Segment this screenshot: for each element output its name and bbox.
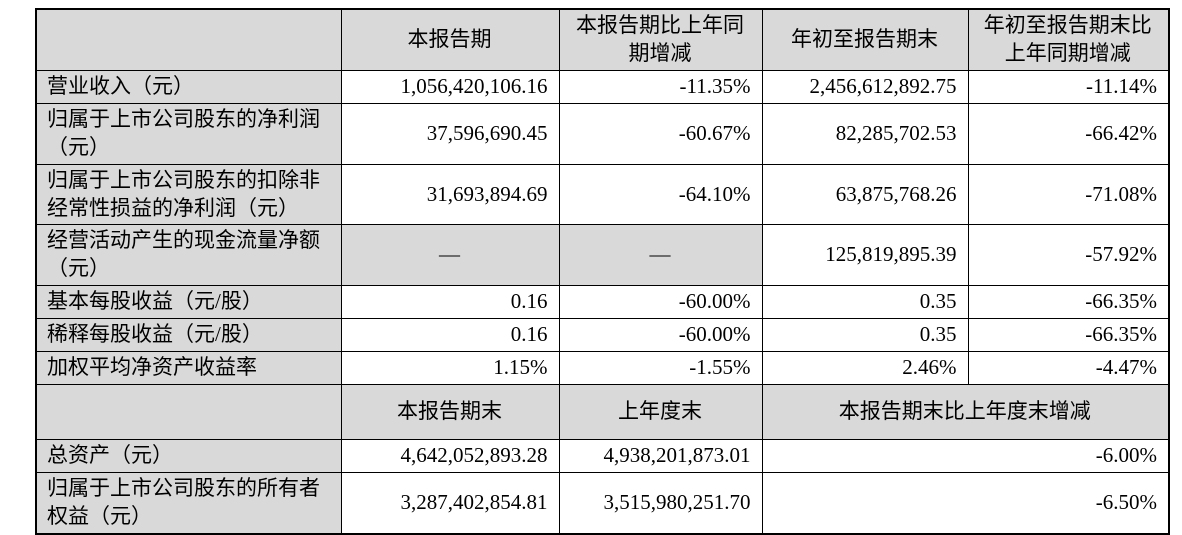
row-label: 归属于上市公司股东的扣除非经常性损益的净利润（元） — [35, 163, 342, 226]
row-label: 经营活动产生的现金流量净额（元） — [35, 224, 342, 287]
row-label: 稀释每股收益（元/股） — [35, 318, 342, 353]
cell-value: -4.47% — [967, 351, 1170, 386]
cell-value: 2.46% — [761, 351, 969, 386]
row-label: 加权平均净资产收益率 — [35, 351, 342, 386]
cell-value: 4,642,052,893.28 — [340, 439, 560, 473]
row-label: 归属于上市公司股东的所有者权益（元） — [35, 471, 342, 535]
column-header-period-end: 本报告期末 — [340, 384, 560, 441]
cell-value: 63,875,768.26 — [761, 163, 969, 226]
table-row-operating-cash-flow: 经营活动产生的现金流量净额（元） — — 125,819,895.39 -57.… — [35, 224, 1170, 287]
row-label: 归属于上市公司股东的净利润（元） — [35, 102, 342, 165]
cell-value: 31,693,894.69 — [340, 163, 560, 226]
table-row-operating-revenue: 营业收入（元） 1,056,420,106.16 -11.35% 2,456,6… — [35, 69, 1170, 104]
table-row-diluted-eps: 稀释每股收益（元/股） 0.16 -60.00% 0.35 -66.35% — [35, 318, 1170, 353]
cell-value: -66.35% — [967, 318, 1170, 353]
table-row-basic-eps: 基本每股收益（元/股） 0.16 -60.00% 0.35 -66.35% — [35, 285, 1170, 320]
corner-cell — [35, 8, 342, 71]
row-label: 基本每股收益（元/股） — [35, 285, 342, 320]
header-row-2: 本报告期末 上年度末 本报告期末比上年度末增减 — [35, 384, 1170, 441]
cell-value: 37,596,690.45 — [340, 102, 560, 165]
row-label: 营业收入（元） — [35, 69, 342, 104]
cell-value: -6.50% — [761, 471, 1170, 535]
cell-value: -60.67% — [558, 102, 763, 165]
cell-dash: — — [340, 224, 560, 287]
cell-value: -66.35% — [967, 285, 1170, 320]
column-header-ytd-yoy: 年初至报告期末比上年同期增减 — [967, 8, 1170, 71]
header-row-1: 本报告期 本报告期比上年同期增减 年初至报告期末 年初至报告期末比上年同期增减 — [35, 8, 1170, 71]
table-row-net-profit-excl-nonrecurring: 归属于上市公司股东的扣除非经常性损益的净利润（元） 31,693,894.69 … — [35, 163, 1170, 226]
cell-value: 0.35 — [761, 318, 969, 353]
cell-value: -57.92% — [967, 224, 1170, 287]
cell-value: -11.14% — [967, 69, 1170, 104]
cell-value: 0.16 — [340, 318, 560, 353]
cell-value: -66.42% — [967, 102, 1170, 165]
corner-cell — [35, 384, 342, 441]
cell-value: 1.15% — [340, 351, 560, 386]
column-header-prev-year-end: 上年度末 — [558, 384, 763, 441]
cell-dash: — — [558, 224, 763, 287]
column-header-current-period: 本报告期 — [340, 8, 560, 71]
cell-value: 125,819,895.39 — [761, 224, 969, 287]
cell-value: 3,287,402,854.81 — [340, 471, 560, 535]
cell-value: 2,456,612,892.75 — [761, 69, 969, 104]
cell-value: -6.00% — [761, 439, 1170, 473]
cell-value: -60.00% — [558, 285, 763, 320]
cell-value: -11.35% — [558, 69, 763, 104]
table-row-net-profit: 归属于上市公司股东的净利润（元） 37,596,690.45 -60.67% 8… — [35, 102, 1170, 165]
row-label: 总资产（元） — [35, 439, 342, 473]
cell-value: 1,056,420,106.16 — [340, 69, 560, 104]
column-header-period-end-change: 本报告期末比上年度末增减 — [761, 384, 1170, 441]
cell-value: -64.10% — [558, 163, 763, 226]
table-row-weighted-avg-roe: 加权平均净资产收益率 1.15% -1.55% 2.46% -4.47% — [35, 351, 1170, 386]
cell-value: -60.00% — [558, 318, 763, 353]
cell-value: -71.08% — [967, 163, 1170, 226]
column-header-ytd: 年初至报告期末 — [761, 8, 969, 71]
cell-value: 3,515,980,251.70 — [558, 471, 763, 535]
cell-value: -1.55% — [558, 351, 763, 386]
financial-summary-table: 本报告期 本报告期比上年同期增减 年初至报告期末 年初至报告期末比上年同期增减 … — [35, 8, 1170, 535]
cell-value: 82,285,702.53 — [761, 102, 969, 165]
table-row-total-assets: 总资产（元） 4,642,052,893.28 4,938,201,873.01… — [35, 439, 1170, 473]
table-row-shareholders-equity: 归属于上市公司股东的所有者权益（元） 3,287,402,854.81 3,51… — [35, 471, 1170, 535]
cell-value: 0.16 — [340, 285, 560, 320]
column-header-current-period-yoy: 本报告期比上年同期增减 — [558, 8, 763, 71]
cell-value: 4,938,201,873.01 — [558, 439, 763, 473]
cell-value: 0.35 — [761, 285, 969, 320]
